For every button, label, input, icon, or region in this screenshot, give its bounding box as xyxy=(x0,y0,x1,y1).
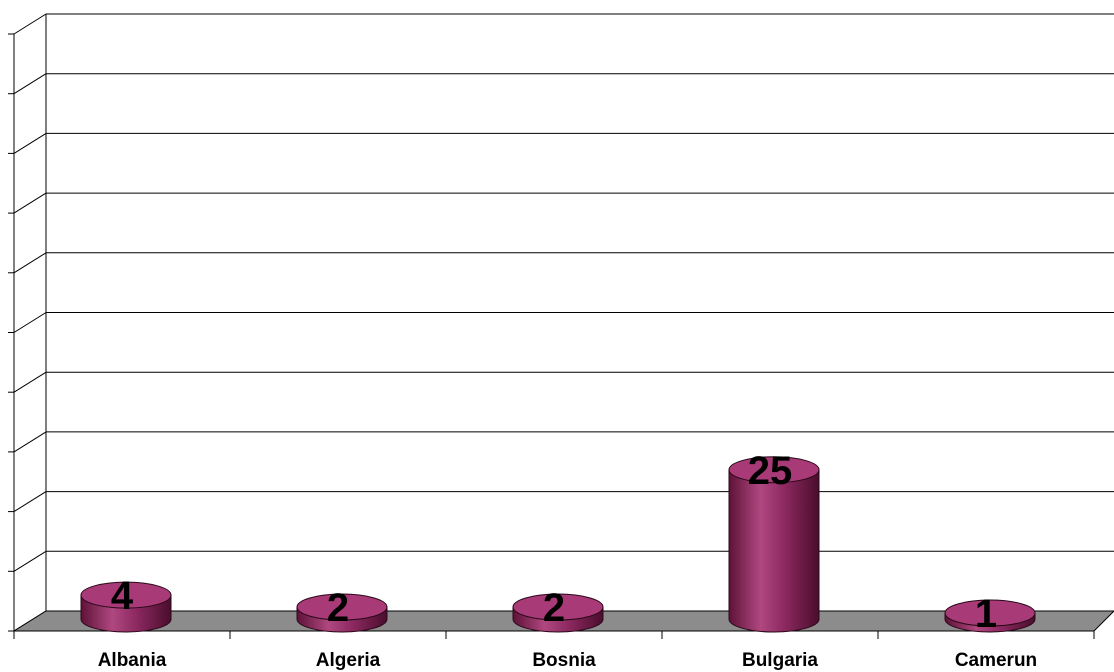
bar-top xyxy=(728,456,820,484)
bar-bosnia xyxy=(512,593,604,633)
side-wall-line xyxy=(13,431,47,453)
labels: 4 Albania 2 Algeria 2 Bosnia 25 Bulgaria 1 Cameru… xyxy=(98,449,1037,671)
data-label: 25 xyxy=(748,449,793,493)
category-label: Algeria xyxy=(316,650,381,671)
side-wall-line xyxy=(13,312,47,333)
axes xyxy=(8,14,1095,639)
bar-bulgaria xyxy=(728,456,820,633)
bar-top xyxy=(296,593,388,621)
bar-body xyxy=(728,469,820,633)
side-wall-line xyxy=(13,13,47,35)
side-wall-line xyxy=(13,491,47,513)
category-label: Camerun xyxy=(955,650,1037,671)
data-label: 1 xyxy=(975,592,997,636)
bar-camerun xyxy=(944,599,1036,633)
bar-albania xyxy=(80,581,172,633)
side-wall-line xyxy=(13,252,47,274)
data-label: 2 xyxy=(543,586,565,630)
category-label: Bulgaria xyxy=(742,650,818,671)
gridlines xyxy=(13,13,1114,632)
data-label: 4 xyxy=(111,574,134,618)
side-wall-line xyxy=(13,550,47,572)
bar-top xyxy=(80,581,172,609)
category-label: Bosnia xyxy=(532,650,596,671)
side-wall-line xyxy=(13,132,47,154)
category-label: Albania xyxy=(98,650,167,671)
bar-top xyxy=(512,593,604,621)
side-wall-line xyxy=(13,73,47,95)
side-wall-line xyxy=(13,192,47,214)
bar-top xyxy=(944,599,1036,627)
bar-algeria xyxy=(296,593,388,633)
data-label: 2 xyxy=(327,586,349,630)
side-wall-line xyxy=(13,371,47,393)
bars xyxy=(80,456,1036,633)
